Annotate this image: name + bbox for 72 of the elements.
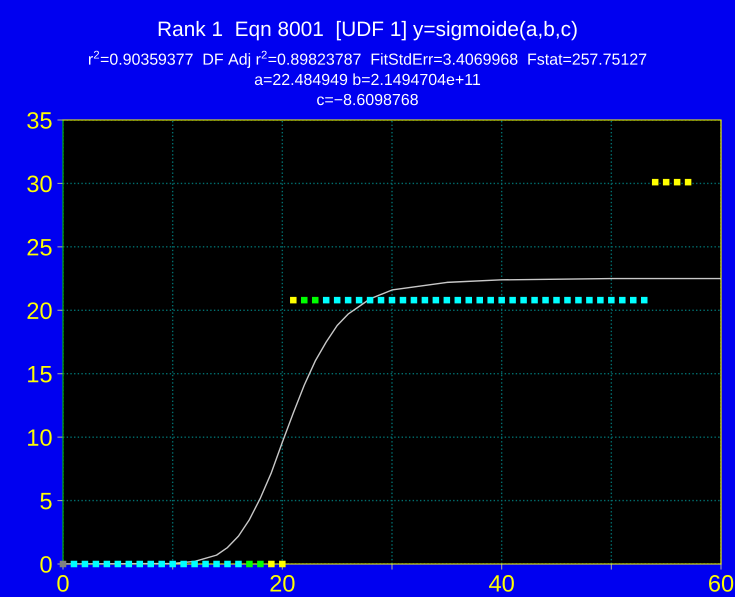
point xyxy=(640,296,648,304)
point xyxy=(444,296,450,304)
point xyxy=(586,296,593,304)
point xyxy=(378,296,384,304)
point xyxy=(662,178,670,186)
point xyxy=(531,296,538,304)
point xyxy=(268,560,275,568)
point xyxy=(422,296,428,304)
x-tick-label: 20 xyxy=(270,575,295,592)
point xyxy=(344,296,352,304)
point xyxy=(114,560,122,568)
y-tick-label: 5 xyxy=(40,492,52,510)
point xyxy=(224,560,231,568)
point xyxy=(92,560,100,568)
y-tick-label: 30 xyxy=(27,175,52,192)
point xyxy=(366,296,374,304)
point xyxy=(169,560,176,568)
point xyxy=(126,560,132,568)
point xyxy=(235,560,242,568)
x-tick-label: 40 xyxy=(489,575,514,592)
point xyxy=(290,296,297,304)
point xyxy=(356,296,362,304)
point xyxy=(410,296,418,304)
point xyxy=(202,560,209,568)
point xyxy=(564,296,571,304)
point xyxy=(542,296,549,304)
point xyxy=(630,296,637,304)
point xyxy=(279,560,286,568)
point xyxy=(553,296,560,304)
y-tick-label: 35 xyxy=(27,112,52,129)
y-tick-label: 20 xyxy=(28,302,52,320)
point xyxy=(454,296,462,304)
point xyxy=(70,560,78,568)
y-tick-label: 10 xyxy=(28,429,52,446)
point xyxy=(82,560,88,568)
point xyxy=(400,296,406,304)
y-tick-label: 25 xyxy=(28,238,52,256)
point xyxy=(322,296,330,304)
point xyxy=(476,296,483,304)
point xyxy=(597,296,604,304)
point xyxy=(684,178,692,186)
x-tick-label: 0 xyxy=(57,575,69,592)
chart-subtitle: r$^{2}$=0.90359377 DF Adj r$^{2}$=0.89823787 FitStdErr=3.4069968 Fstat=257.75127 a=22.484949 b=2.1494704e+11 c=−8.6098768 xyxy=(88,50,646,106)
point xyxy=(257,560,264,568)
point xyxy=(334,296,340,304)
point xyxy=(608,296,615,304)
point xyxy=(104,560,110,568)
point xyxy=(432,296,440,304)
point xyxy=(312,296,318,304)
point xyxy=(520,296,527,304)
point xyxy=(498,296,505,304)
point xyxy=(60,560,66,568)
point xyxy=(487,296,494,304)
point xyxy=(466,296,472,304)
chart-title: Rank 1 Eqn 8001 [UDF 1] y=sigmoide(a,b,c) xyxy=(158,20,577,40)
point xyxy=(575,296,582,304)
point xyxy=(246,560,253,568)
point xyxy=(213,560,220,568)
y-tick-label: 15 xyxy=(28,366,52,382)
point xyxy=(136,560,144,568)
point xyxy=(652,178,658,186)
point xyxy=(674,178,680,186)
point xyxy=(191,560,198,568)
point xyxy=(509,296,516,304)
point xyxy=(388,296,396,304)
point xyxy=(158,560,165,568)
point xyxy=(301,296,308,304)
point xyxy=(147,560,154,568)
x-tick-label: 60 xyxy=(709,575,734,592)
y-tick-label: 0 xyxy=(40,556,52,573)
point xyxy=(619,296,626,304)
point xyxy=(180,560,187,568)
